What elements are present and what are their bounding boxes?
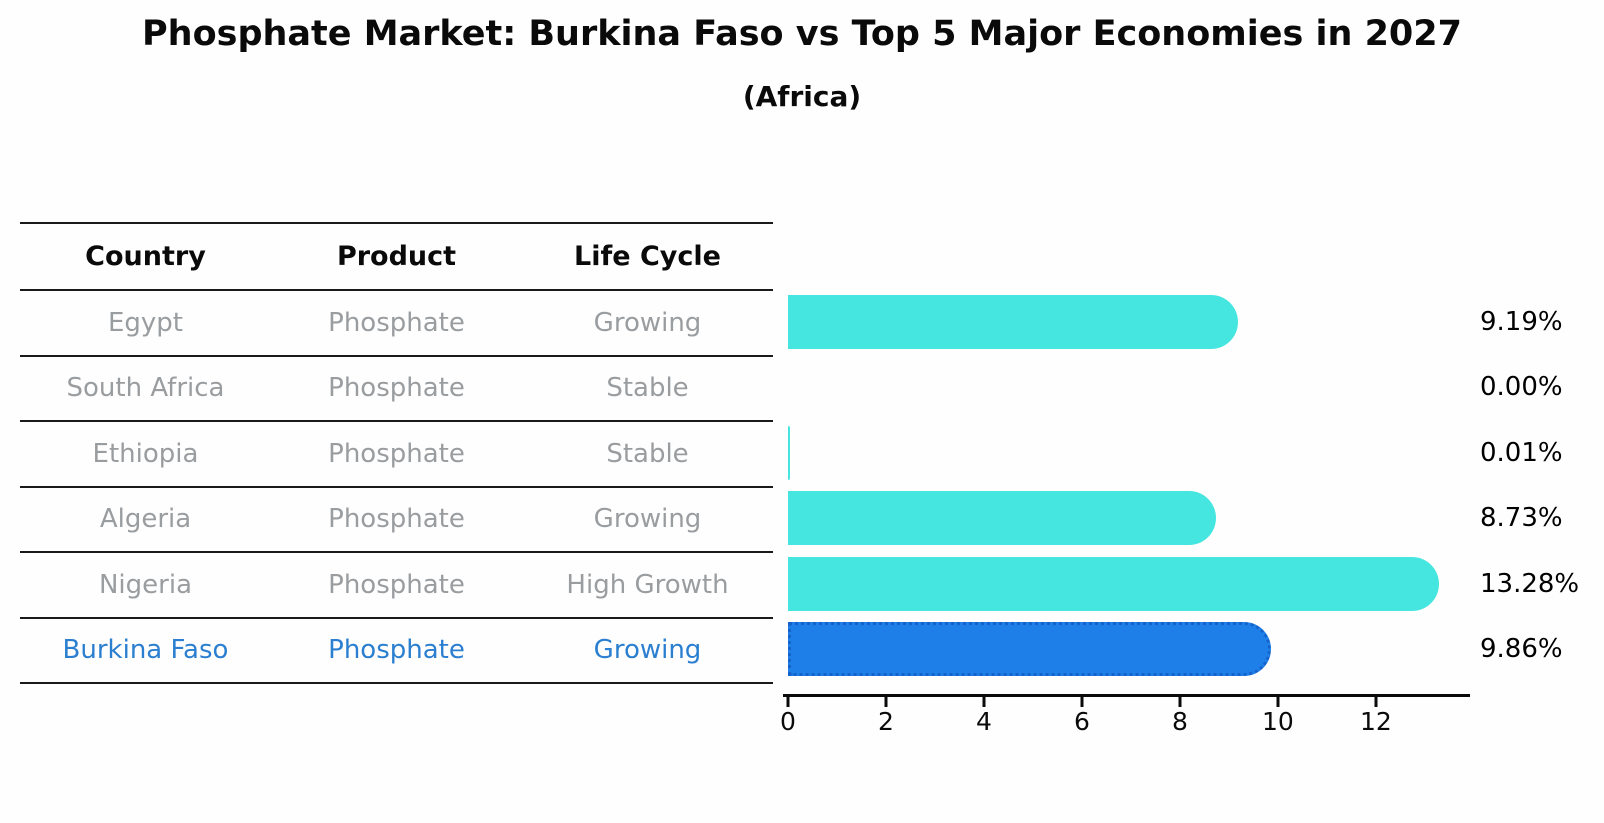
x-tick-label: 6 [1073,707,1090,736]
bar-row [788,289,1468,355]
chart-title: Phosphate Market: Burkina Faso vs Top 5 … [142,14,1462,54]
cell-country: Egypt [107,307,184,338]
table-row-ethiopia: Ethiopia Phosphate Stable [20,422,773,488]
table-row-algeria: Algeria Phosphate Growing [20,488,773,553]
cell-country: South Africa [66,373,225,404]
cell-lifecycle: Growing [593,504,702,535]
value-label-egypt: 9.19% [1480,306,1563,337]
table-header-product: Product [336,241,457,272]
table-row-nigeria: Nigeria Phosphate High Growth [20,553,773,619]
bar-row [788,355,1468,421]
country-table: Country Product Life Cycle Egypt Phospha… [20,222,773,684]
cell-lifecycle: Stable [606,438,689,469]
value-label-south-africa: 0.00% [1480,372,1563,403]
value-label-ethiopia: 0.01% [1480,437,1563,468]
cell-lifecycle: Stable [606,373,689,404]
x-tick-label: 12 [1359,707,1392,736]
x-tick-mark [1276,697,1280,707]
x-tick-label: 10 [1262,707,1294,736]
value-label-burkina-faso: 9.86% [1480,634,1563,665]
table-row-south-africa: South Africa Phosphate Stable [20,357,773,422]
x-tick-mark [1178,697,1182,707]
x-tick-label: 8 [1171,707,1188,736]
table-header-country: Country [85,241,206,272]
x-tick-mark [1080,697,1084,707]
cell-country: Algeria [99,504,192,535]
cell-lifecycle: High Growth [566,569,729,600]
cell-country: Nigeria [98,569,193,600]
cell-country: Ethiopia [92,438,199,469]
cell-product: Phosphate [328,307,465,338]
table-header-row: Country Product Life Cycle [20,224,773,291]
bar-algeria [788,491,1216,546]
bar-plot-area [788,289,1468,682]
x-tick-label: 4 [976,707,992,736]
x-tick-label: 2 [878,707,894,736]
bar-row [788,617,1468,683]
x-tick-mark [1374,697,1378,707]
bar-burkina-faso [788,622,1272,677]
cell-lifecycle: Growing [593,635,702,666]
chart-subtitle: (Africa) [742,80,862,113]
cell-country: Burkina Faso [62,635,229,666]
x-axis-line [783,694,1470,697]
bar-nigeria [788,556,1439,611]
cell-product: Phosphate [328,635,465,666]
x-tick-mark [786,697,790,707]
x-tick-mark [982,697,986,707]
table-header-lifecycle: Life Cycle [574,241,721,272]
bar-row [788,486,1468,552]
value-label-column: 9.19% 0.00% 0.01% 8.73% 13.28% 9.86% [1480,289,1579,682]
cell-product: Phosphate [328,373,465,404]
value-label-nigeria: 13.28% [1480,568,1580,599]
table-row-egypt: Egypt Phosphate Growing [20,291,773,357]
bar-egypt [788,294,1239,349]
cell-product: Phosphate [328,569,465,600]
cell-lifecycle: Growing [593,307,702,338]
bar-row [788,420,1468,486]
bar-row [788,551,1468,617]
x-tick-label: 0 [780,707,796,736]
value-label-algeria: 8.73% [1480,503,1563,534]
bar-ethiopia [788,425,790,480]
cell-product: Phosphate [328,438,465,469]
cell-product: Phosphate [328,504,465,535]
table-row-burkina-faso: Burkina Faso Phosphate Growing [20,619,773,684]
x-tick-mark [884,697,888,707]
